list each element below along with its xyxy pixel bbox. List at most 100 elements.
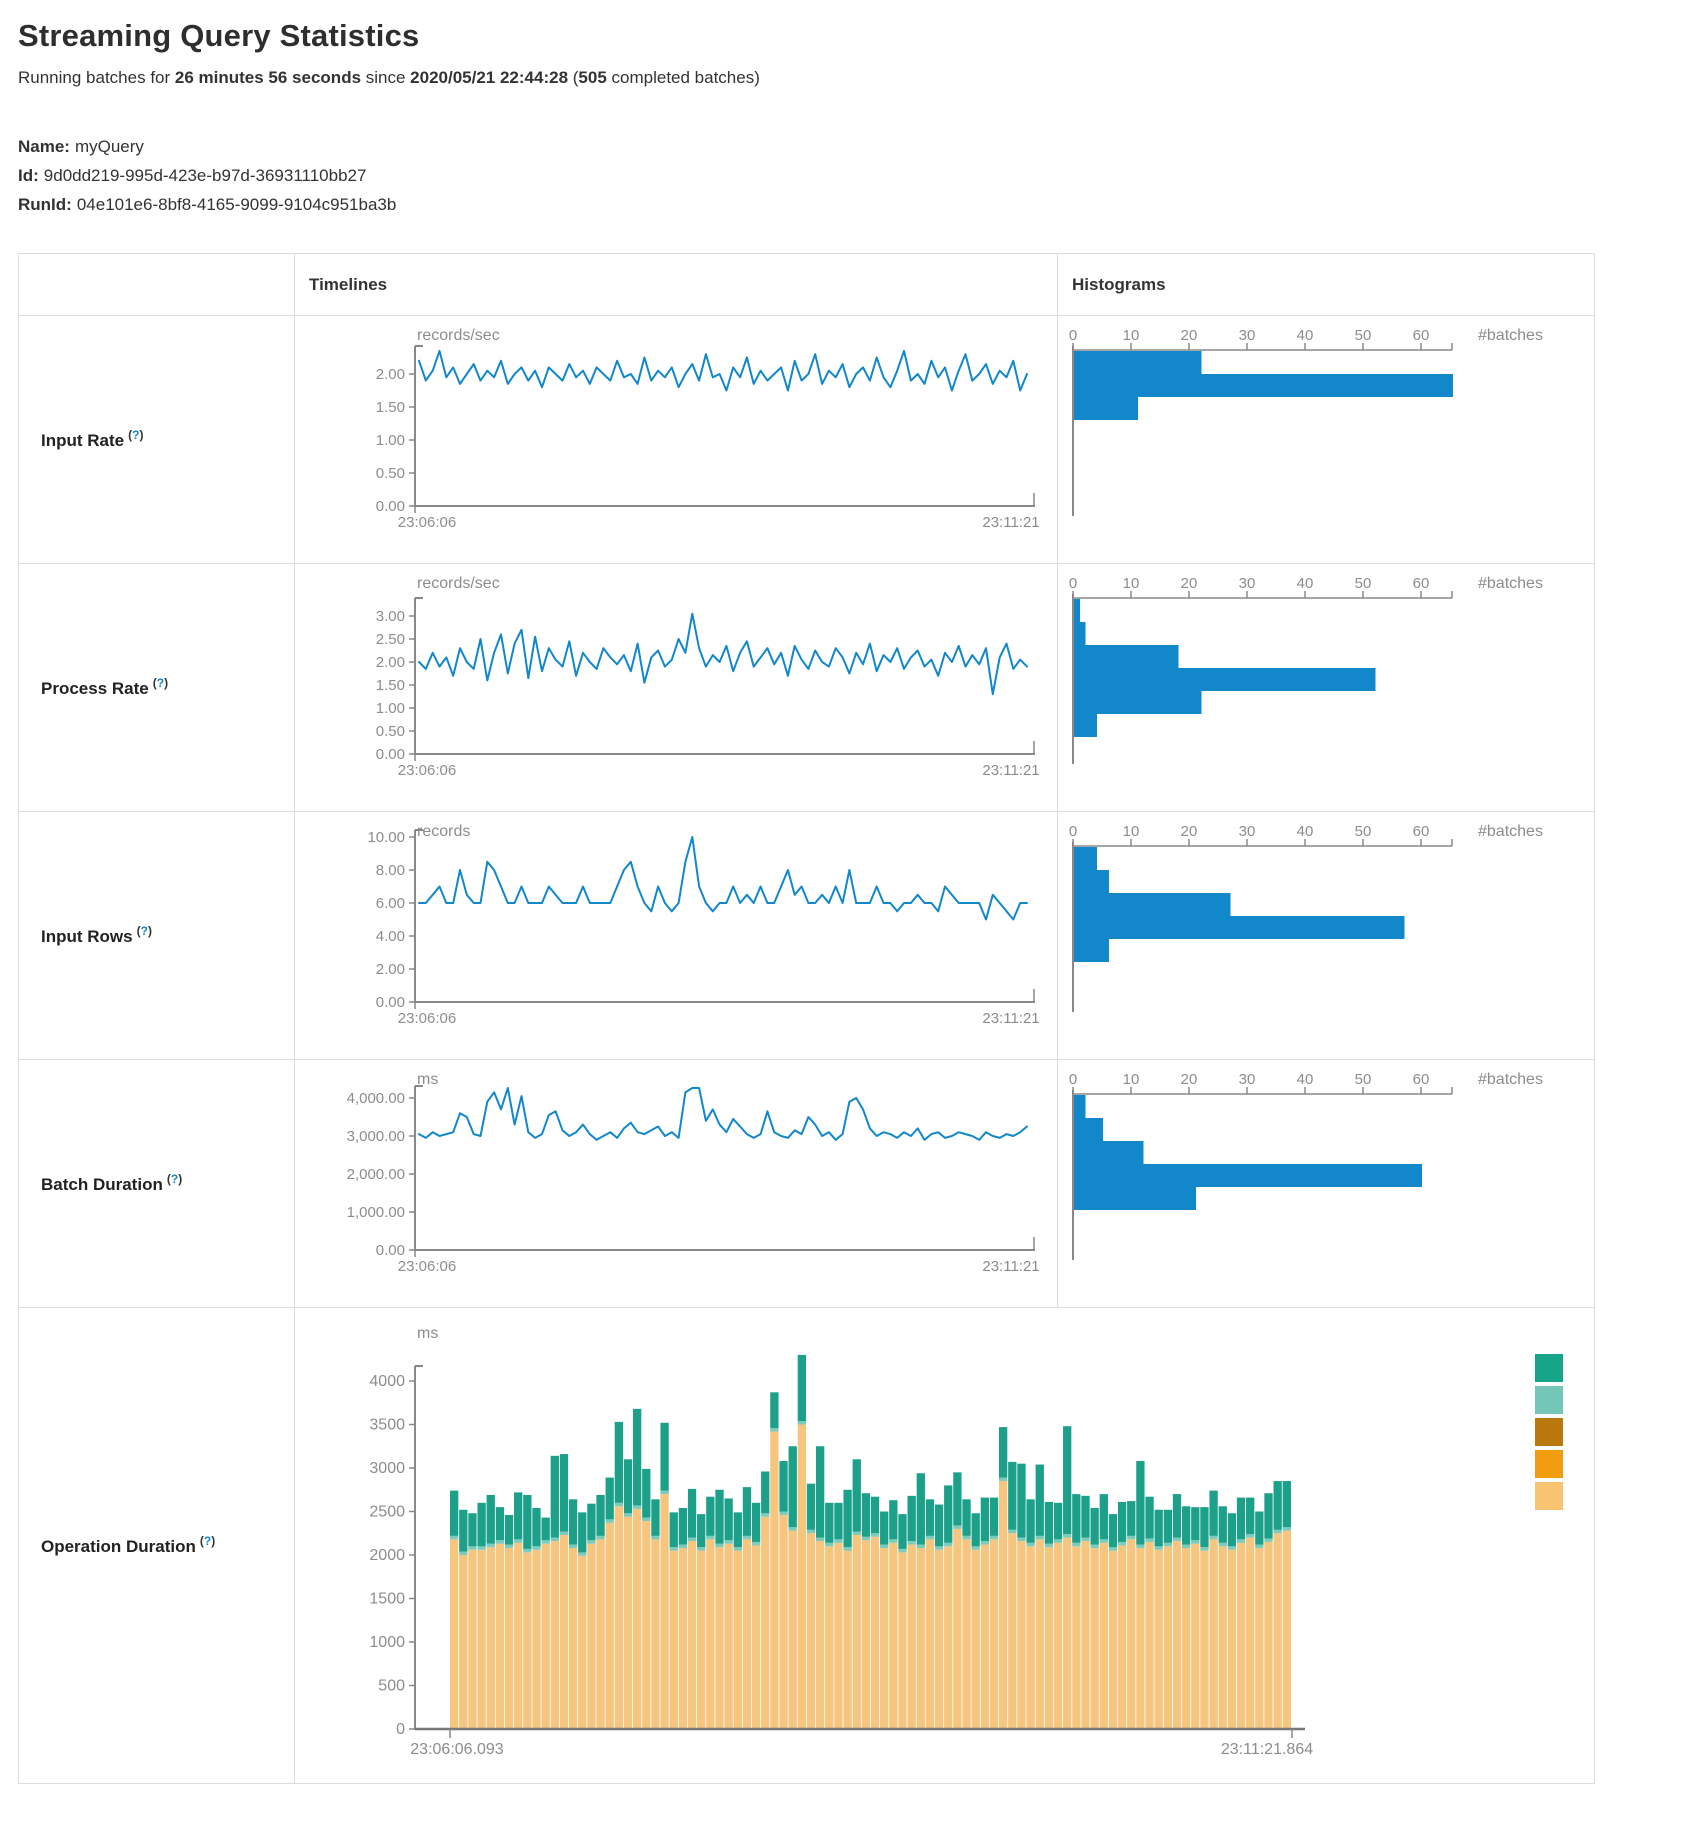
- svg-text:23:06:06: 23:06:06: [398, 1258, 456, 1275]
- batch-duration-timeline-cell: ms 4,000.00 3,000.00 2,000.00 1,000.00 0.00 23…: [294, 1059, 1058, 1308]
- svg-text:10: 10: [1123, 327, 1140, 344]
- svg-text:2.00: 2.00: [376, 961, 405, 978]
- running-batches-summary: Running batches for 26 minutes 56 second…: [18, 68, 760, 87]
- svg-text:30: 30: [1239, 823, 1256, 840]
- operation-duration-stacked-chart: ms 4000 3500 3000 2500 2000 1500 1000 500 0 23:06:…: [369, 1325, 1563, 1758]
- svg-text:records/sec: records/sec: [417, 327, 500, 344]
- svg-text:50: 50: [1355, 823, 1372, 840]
- query-runid-value: 04e101e6-8bf8-4165-9099-9104c951ba3b: [76, 195, 397, 214]
- svg-text:23:06:06: 23:06:06: [398, 1010, 456, 1027]
- svg-text:50: 50: [1355, 575, 1372, 592]
- help-icon[interactable]: (?): [199, 1534, 216, 1549]
- svg-text:0.00: 0.00: [376, 746, 405, 763]
- svg-text:0.50: 0.50: [376, 465, 405, 482]
- svg-text:10: 10: [1123, 575, 1140, 592]
- svg-text:6.00: 6.00: [376, 895, 405, 912]
- table-header-row: Timelines Histograms: [18, 253, 1595, 316]
- input-rows-row: Input Rows (?) records 10.00 8.00 6.00 4.00 2.…: [18, 811, 1595, 1060]
- svg-text:20: 20: [1181, 823, 1198, 840]
- svg-text:0.00: 0.00: [376, 498, 405, 515]
- svg-text:50: 50: [1355, 327, 1372, 344]
- svg-text:1.00: 1.00: [376, 700, 405, 717]
- help-icon[interactable]: (?): [128, 428, 144, 443]
- header-empty-cell: [18, 253, 295, 316]
- svg-text:40: 40: [1297, 575, 1314, 592]
- query-runid-line: RunId: 04e101e6-8bf8-4165-9099-9104c951ba…: [18, 195, 397, 214]
- query-name-value: myQuery: [74, 137, 144, 156]
- svg-text:10: 10: [1123, 823, 1140, 840]
- svg-text:#batches: #batches: [1478, 823, 1543, 840]
- batch-duration-timeline-chart: ms4,000.003,000.002,000.001,000.000.0023…: [347, 1071, 1040, 1275]
- batch-duration-row: Batch Duration (?) ms 4,000.00 3,000.00 2,00…: [18, 1059, 1595, 1308]
- svg-text:8.00: 8.00: [376, 862, 405, 879]
- input-rate-row: Input Rate (?) records/sec 2.00 1.50 1.00 0.5…: [18, 315, 1595, 564]
- process-rate-histogram-cell: 0 10 20 30 40 50 60 #batches: [1057, 563, 1595, 812]
- input-rows-histogram-chart: 0 10 20 30 40 50 60 #batches: [1069, 823, 1543, 1012]
- svg-text:0.50: 0.50: [376, 723, 405, 740]
- start-timestamp: 2020/05/21 22:44:28: [410, 68, 569, 87]
- svg-text:4,000.00: 4,000.00: [347, 1090, 405, 1107]
- svg-text:30: 30: [1239, 327, 1256, 344]
- process-rate-histogram-chart: 0 10 20 30 40 50 60 #batches: [1069, 575, 1543, 764]
- svg-text:1.50: 1.50: [376, 677, 405, 694]
- svg-text:23:11:21: 23:11:21: [982, 1010, 1039, 1027]
- row-label-batch-duration: Batch Duration (?): [18, 1059, 295, 1308]
- svg-text:10.00: 10.00: [367, 829, 405, 846]
- process-rate-timeline-cell: records/sec 3.00 2.50 2.00 1.50 1.00 0.50 0.00 2…: [294, 563, 1058, 812]
- row-label-input-rate: Input Rate (?): [18, 315, 295, 564]
- svg-text:2000: 2000: [369, 1547, 405, 1564]
- svg-text:60: 60: [1413, 823, 1430, 840]
- svg-text:60: 60: [1413, 327, 1430, 344]
- svg-text:500: 500: [378, 1678, 405, 1695]
- svg-text:20: 20: [1181, 1071, 1198, 1088]
- row-label-process-rate: Process Rate (?): [18, 563, 295, 812]
- svg-text:23:06:06: 23:06:06: [398, 762, 456, 779]
- svg-text:23:11:21: 23:11:21: [982, 1258, 1039, 1275]
- svg-text:40: 40: [1297, 1071, 1314, 1088]
- svg-text:0: 0: [1069, 1071, 1077, 1088]
- svg-text:0.00: 0.00: [376, 994, 405, 1011]
- input-rows-histogram-cell: 0 10 20 30 40 50 60 #batches: [1057, 811, 1595, 1060]
- batch-duration-histogram-chart: 0 10 20 30 40 50 60 #batches: [1069, 1071, 1543, 1260]
- svg-text:23:06:06: 23:06:06: [398, 514, 456, 531]
- operation-duration-chart-cell: ms 4000 3500 3000 2500 2000 1500 1000 500 0 23:06:…: [294, 1307, 1595, 1784]
- svg-text:40: 40: [1297, 327, 1314, 344]
- input-rows-timeline-chart: records 10.00 8.00 6.00 4.00 2.00 0.0023:06:06…: [367, 823, 1039, 1027]
- process-rate-row: Process Rate (?) records/sec 3.00 2.50 2.00 1…: [18, 563, 1595, 812]
- svg-text:4000: 4000: [369, 1373, 405, 1390]
- query-id-value: 9d0dd219-995d-423e-b97d-36931110bb27: [43, 166, 367, 185]
- completed-batch-count: 505: [578, 68, 607, 87]
- help-icon[interactable]: (?): [136, 924, 152, 939]
- batch-duration-histogram-cell: 0 10 20 30 40 50 60 #batches: [1057, 1059, 1595, 1308]
- help-icon[interactable]: (?): [166, 1172, 183, 1187]
- svg-text:ms: ms: [417, 1071, 438, 1088]
- svg-text:records/sec: records/sec: [417, 575, 500, 592]
- svg-text:0: 0: [396, 1721, 405, 1738]
- svg-text:23:11:21: 23:11:21: [982, 762, 1039, 779]
- svg-text:3500: 3500: [369, 1417, 405, 1434]
- svg-text:4.00: 4.00: [376, 928, 405, 945]
- query-name-line: Name: myQuery: [18, 137, 144, 156]
- svg-text:3,000.00: 3,000.00: [347, 1128, 405, 1145]
- svg-text:#batches: #batches: [1478, 575, 1543, 592]
- input-rate-histogram-cell: 0 10 20 30 40 50 60 #batches: [1057, 315, 1595, 564]
- svg-text:#batches: #batches: [1478, 1071, 1543, 1088]
- svg-text:30: 30: [1239, 1071, 1256, 1088]
- help-icon[interactable]: (?): [152, 676, 169, 691]
- svg-text:1000: 1000: [369, 1634, 405, 1651]
- query-metadata: Name: myQuery Id: 9d0dd219-995d-423e-b97d-…: [18, 132, 1693, 219]
- svg-text:20: 20: [1181, 575, 1198, 592]
- row-label-operation-duration: Operation Duration (?): [18, 1307, 295, 1784]
- svg-text:40: 40: [1297, 823, 1314, 840]
- svg-text:#batches: #batches: [1478, 327, 1543, 344]
- svg-text:0.00: 0.00: [376, 1242, 405, 1259]
- svg-text:records: records: [417, 823, 470, 840]
- svg-text:50: 50: [1355, 1071, 1372, 1088]
- svg-text:60: 60: [1413, 575, 1430, 592]
- input-rows-timeline-cell: records 10.00 8.00 6.00 4.00 2.00 0.00 23:06:06…: [294, 811, 1058, 1060]
- timelines-header: Timelines: [294, 253, 1058, 316]
- svg-text:2.00: 2.00: [376, 366, 405, 383]
- running-duration: 26 minutes 56 seconds: [174, 68, 362, 87]
- svg-text:30: 30: [1239, 575, 1256, 592]
